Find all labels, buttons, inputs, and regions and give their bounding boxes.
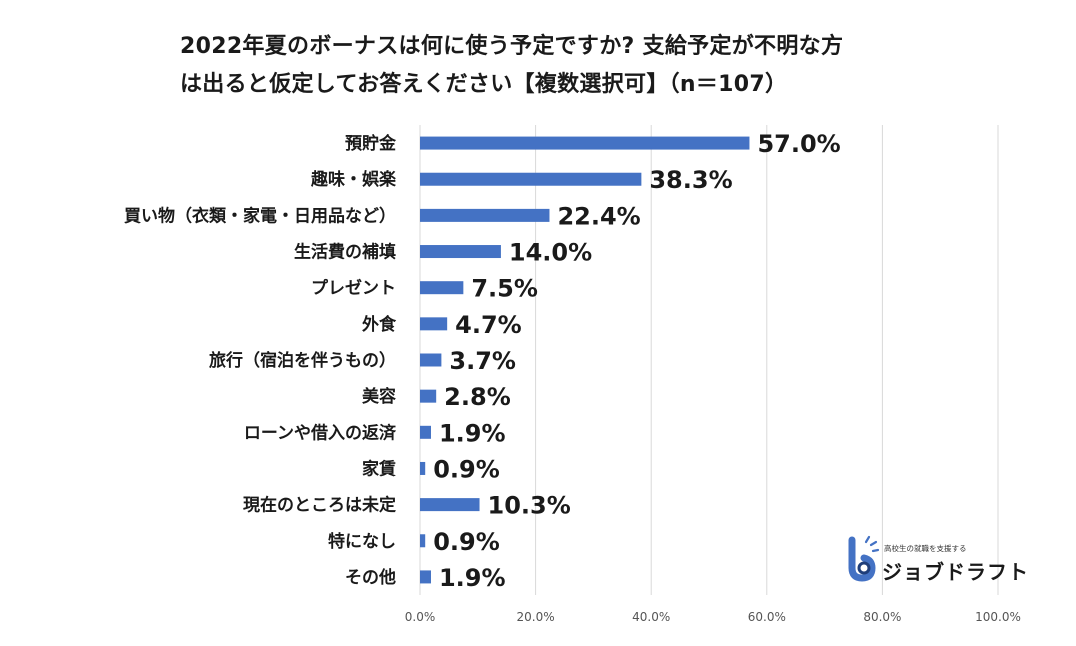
bar	[420, 136, 750, 150]
data-label: 14.0%	[509, 239, 592, 267]
chart-title: 2022年夏のボーナスは何に使う予定ですか? 支給予定が不明な方 は出ると仮定し…	[180, 28, 980, 104]
chart-title-line-2: は出ると仮定してお答えください【複数選択可】（n＝107）	[180, 72, 788, 97]
data-label: 4.7%	[455, 311, 522, 339]
x-tick-label: 40.0%	[632, 610, 670, 624]
bar	[420, 534, 426, 548]
data-label: 2.8%	[444, 383, 511, 411]
data-label: 1.9%	[439, 564, 506, 592]
bar	[420, 208, 550, 222]
data-label: 0.9%	[433, 455, 500, 483]
category-label: その他	[345, 567, 396, 588]
bar	[420, 245, 501, 259]
data-label: 3.7%	[449, 347, 516, 375]
x-tick-label: 80.0%	[863, 610, 901, 624]
x-tick-label: 60.0%	[748, 610, 786, 624]
chart-title-line-1: 2022年夏のボーナスは何に使う予定ですか? 支給予定が不明な方	[180, 34, 844, 59]
bar	[420, 353, 442, 367]
bar	[420, 461, 426, 475]
data-label: 57.0%	[757, 130, 840, 158]
data-label: 1.9%	[439, 419, 506, 447]
data-label: 10.3%	[488, 492, 571, 520]
category-label: 特になし	[328, 531, 396, 552]
category-label: 現在のところは未定	[243, 495, 396, 516]
category-label: 美容	[362, 386, 396, 407]
data-label: 38.3%	[649, 166, 732, 194]
data-label: 7.5%	[471, 275, 538, 303]
category-label: 外食	[362, 314, 397, 335]
category-label: 生活費の補填	[294, 242, 396, 263]
x-tick-label: 20.0%	[517, 610, 555, 624]
category-label: 預貯金	[345, 133, 397, 154]
x-tick-label: 0.0%	[405, 610, 436, 624]
category-label: 趣味・娯楽	[310, 169, 397, 190]
data-label: 22.4%	[557, 202, 640, 230]
bar	[420, 317, 448, 331]
category-label: 買い物（衣類・家電・日用品など）	[124, 205, 396, 226]
logo-name: ジョブドラフト	[882, 560, 1029, 584]
jobdraft-logo-icon	[848, 535, 880, 582]
data-label: 0.9%	[433, 528, 500, 556]
category-label: プレゼント	[311, 278, 396, 299]
jobdraft-logo: 高校生の就職を支援する ジョブドラフト	[842, 530, 1028, 590]
bar	[420, 281, 464, 295]
bar	[420, 425, 431, 439]
logo-tagline: 高校生の就職を支援する	[884, 544, 967, 553]
category-label: ローンや借入の返済	[244, 422, 397, 443]
bar	[420, 389, 437, 403]
bar	[420, 570, 431, 584]
bar	[420, 172, 642, 186]
category-label: 旅行（宿泊を伴うもの）	[209, 350, 396, 371]
bar	[420, 498, 480, 512]
category-label: 家賃	[362, 458, 396, 479]
x-tick-label: 100.0%	[975, 610, 1021, 624]
